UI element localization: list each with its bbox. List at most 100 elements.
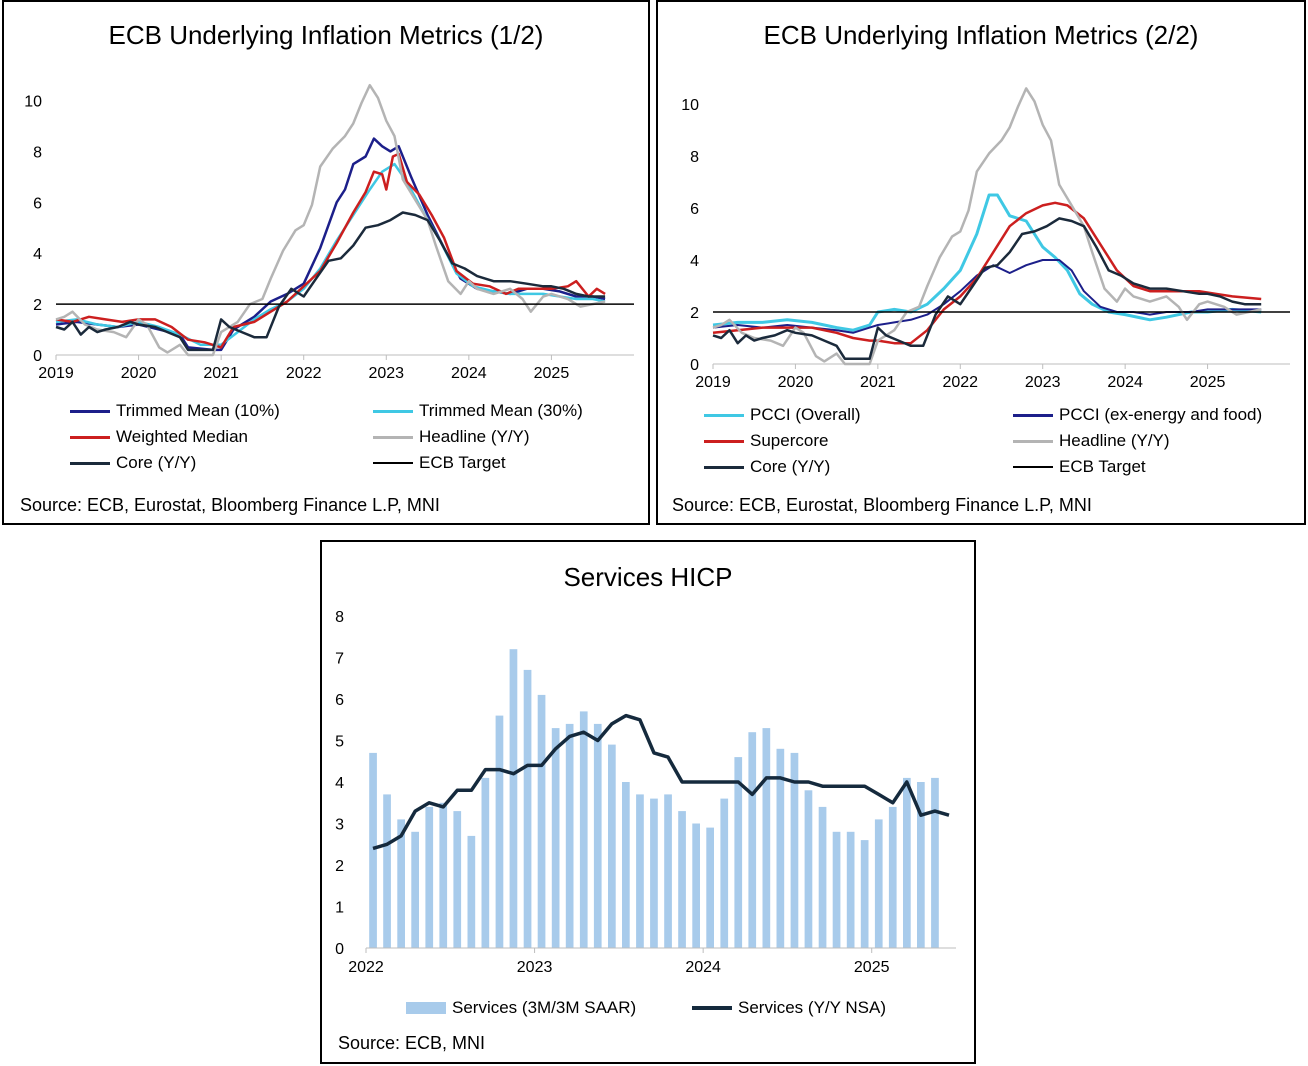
- services-3m-bar: [917, 782, 925, 948]
- legend-label: Weighted Median: [116, 427, 248, 446]
- legend-swatch: [406, 1002, 446, 1014]
- services-3m-bar: [551, 728, 560, 948]
- services-3m-bar: [369, 752, 377, 948]
- services-3m-bar: [495, 715, 504, 948]
- y-tick-label: 4: [690, 253, 699, 270]
- bar-line-chart: 0 1 2 3 4 5 6 7 8 2022 2023 2024 2025: [335, 609, 956, 976]
- legend-label: ECB Target: [419, 453, 506, 472]
- y-tick-label: 10: [24, 93, 42, 110]
- line-chart-2: 0 2 4 6 8 10 2019 2020 2021 2022 2023 2024 2025: [681, 87, 1290, 391]
- x-tick-label: 2020: [121, 365, 157, 382]
- services-3m-bar: [678, 811, 686, 948]
- services-3m-bar: [636, 794, 644, 948]
- x-tick-label: 2024: [451, 365, 487, 382]
- y-tick-label: 4: [33, 246, 42, 263]
- legend-label: Trimmed Mean (10%): [116, 401, 280, 420]
- legend-item: ECB Target: [1013, 457, 1146, 477]
- y-tick-label: 1: [335, 900, 344, 917]
- chart-title: Services HICP: [563, 562, 733, 592]
- series-line-core-y-y-: [712, 217, 1262, 361]
- x-tick-label: 2021: [203, 365, 239, 382]
- x-tick-label: 2022: [942, 374, 978, 391]
- legend-item: PCCI (ex-energy and food): [1013, 405, 1262, 425]
- legend-label: Headline (Y/Y): [419, 427, 530, 446]
- legend-label: PCCI (ex-energy and food): [1059, 405, 1263, 424]
- x-tick-label: 2024: [1107, 374, 1143, 391]
- x-tick-label: 2022: [348, 959, 384, 976]
- services-3m-bar: [804, 790, 813, 948]
- legend-swatch: [704, 413, 744, 417]
- y-tick-label: 0: [335, 941, 344, 958]
- legend-swatch: [1013, 466, 1053, 468]
- services-3m-bar: [425, 806, 434, 948]
- y-tick-label: 6: [335, 692, 344, 709]
- services-3m-bar: [748, 732, 757, 948]
- services-3m-bar: [453, 811, 462, 948]
- legend-swatch: [70, 435, 110, 439]
- legend-swatch: [1013, 413, 1053, 417]
- services-3m-bar: [706, 827, 714, 948]
- legend-item: Core (Y/Y): [70, 453, 196, 473]
- services-3m-bar: [860, 840, 869, 948]
- services-3m-bar: [692, 823, 700, 948]
- services-3m-bar: [397, 819, 405, 948]
- services-3m-bar: [846, 831, 855, 948]
- services-3m-bar: [888, 806, 897, 948]
- legend-item: Core (Y/Y): [704, 457, 830, 477]
- legend-label: Core (Y/Y): [116, 453, 197, 472]
- y-tick-label: 7: [335, 651, 344, 668]
- series-line-pcci-overall-: [712, 193, 1262, 332]
- y-tick-label: 4: [335, 775, 344, 792]
- y-tick-label: 0: [33, 348, 42, 365]
- legend-swatch: [704, 439, 744, 443]
- chart-source: Source: ECB, Eurostat, Bloomberg Finance…: [20, 495, 440, 515]
- y-tick-label: 6: [690, 201, 699, 218]
- y-tick-label: 8: [33, 144, 42, 161]
- x-tick-label: 2019: [695, 374, 731, 391]
- x-tick-label: 2025: [1190, 374, 1226, 391]
- legend-swatch: [373, 435, 413, 439]
- y-tick-label: 3: [335, 817, 344, 834]
- services-3m-bar: [523, 669, 532, 948]
- legend-swatch: [692, 1006, 732, 1010]
- services-3m-bar: [931, 777, 939, 948]
- services-3m-bar: [467, 835, 476, 948]
- legend-swatch: [70, 461, 110, 465]
- series-line-core-y-y-: [55, 211, 606, 352]
- chart-panel-2: ECB Underlying Inflation Metrics (2/2) 0…: [656, 0, 1306, 525]
- legend-item: Headline (Y/Y): [1013, 431, 1170, 451]
- services-3m-bar: [411, 831, 419, 948]
- x-tick-label: 2025: [854, 959, 890, 976]
- services-3m-bar: [593, 723, 602, 948]
- services-3m-bar: [720, 798, 729, 948]
- services-3m-bar: [734, 757, 743, 948]
- legend-item: Supercore: [704, 431, 828, 451]
- services-3m-bar: [579, 711, 588, 948]
- y-tick-label: 2: [335, 858, 344, 875]
- legend-item: Services (3M/3M SAAR): [406, 998, 636, 1018]
- x-tick-label: 2020: [778, 374, 814, 391]
- services-3m-bar: [832, 831, 841, 948]
- legend-swatch: [1013, 439, 1053, 443]
- y-tick-label: 2: [690, 305, 699, 322]
- chart-source: Source: ECB, MNI: [338, 1033, 486, 1053]
- chart-panel-3: Services HICP 0 1 2 3 4 5 6 7 8 2022 2023 2024 2025 …: [320, 540, 976, 1064]
- chart-source: Source: ECB, Eurostat, Bloomberg Finance…: [672, 495, 1092, 515]
- x-tick-label: 2023: [1025, 374, 1061, 391]
- services-3m-bar: [818, 806, 827, 948]
- legend-item: ECB Target: [373, 453, 506, 473]
- services-3m-bar: [622, 782, 630, 948]
- legend-item: Weighted Median: [70, 427, 248, 447]
- y-tick-label: 10: [681, 97, 699, 114]
- y-tick-label: 6: [33, 195, 42, 212]
- x-tick-label: 2021: [860, 374, 896, 391]
- services-3m-bar: [664, 794, 672, 948]
- x-tick-label: 2019: [38, 365, 74, 382]
- services-3m-bar: [509, 649, 518, 948]
- legend-label: Services (Y/Y NSA): [738, 998, 887, 1017]
- y-tick-label: 8: [335, 609, 344, 626]
- services-yy-line: [372, 713, 950, 851]
- y-tick-label: 8: [690, 149, 699, 166]
- legend-label: Supercore: [750, 431, 829, 450]
- services-3m-bar: [537, 694, 546, 948]
